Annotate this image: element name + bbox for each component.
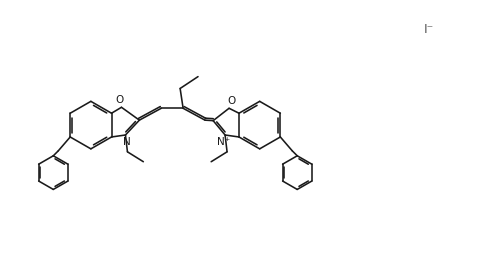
Text: I⁻: I⁻ [424, 23, 434, 36]
Text: O: O [227, 96, 235, 106]
Text: N⁺: N⁺ [217, 137, 231, 147]
Text: N: N [123, 137, 130, 147]
Text: O: O [115, 95, 124, 105]
